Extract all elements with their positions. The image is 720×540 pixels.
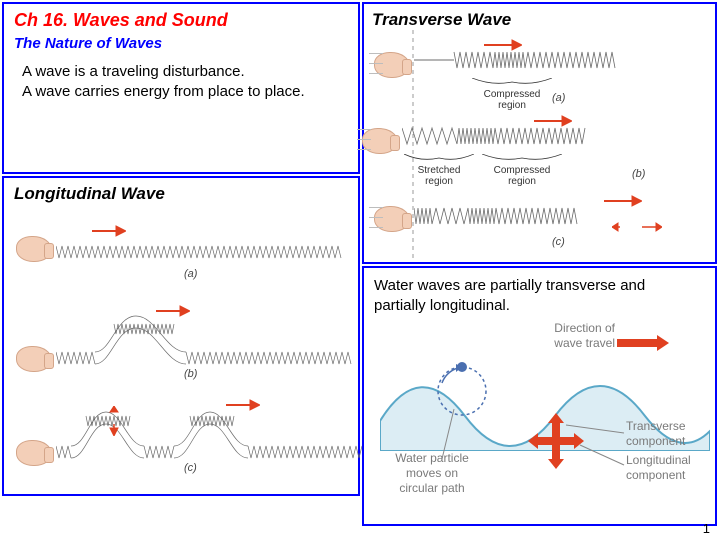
- spring-a: [414, 46, 714, 74]
- transverse-comp-label: Transverse component: [626, 419, 686, 449]
- spring-pulse-2: [56, 404, 376, 474]
- arrow-right-icon: [602, 194, 642, 208]
- compressed-label: Compressed region: [482, 165, 562, 187]
- compressed-label: Compressed region: [472, 89, 552, 111]
- stretched-label: Stretched region: [404, 165, 474, 187]
- arrow-right-icon: [532, 114, 572, 128]
- arrow-right-icon: [482, 38, 522, 52]
- panel-intro: Ch 16. Waves and Sound The Nature of Wav…: [2, 2, 360, 174]
- water-text: Water waves are partially transverse and…: [374, 276, 705, 317]
- brace-label: Stretched region: [404, 154, 474, 187]
- transverse-row-b: Stretched region Compressed region (b): [372, 114, 707, 190]
- longitudinal-title: Longitudinal Wave: [14, 184, 348, 204]
- direction-label: Direction of wave travel: [554, 321, 615, 351]
- arrow-direction-icon: [617, 335, 669, 351]
- panel-transverse: Transverse Wave Compressed region (a): [362, 2, 717, 264]
- transverse-title: Transverse Wave: [372, 10, 707, 30]
- sub-a: (a): [184, 268, 197, 280]
- hand-icon: [374, 52, 410, 78]
- hand-icon: [16, 236, 52, 262]
- particle-label: Water particle moves on circular path: [382, 451, 482, 496]
- arrows-updown-icon: [106, 406, 122, 436]
- sub-b: (b): [184, 368, 197, 380]
- arrow-right-icon: [90, 224, 126, 238]
- arrows-compression-icon: [612, 220, 662, 234]
- chapter-subtitle: The Nature of Waves: [14, 35, 348, 52]
- hand-icon: [16, 440, 52, 466]
- longitudinal-comp-label: Longitudinal component: [626, 453, 691, 483]
- sub-a: (a): [552, 92, 565, 104]
- sub-c: (c): [552, 236, 565, 248]
- arrow-right-icon: [224, 398, 260, 412]
- sub-c: (c): [184, 462, 197, 474]
- spring-c: [414, 202, 714, 230]
- spring-flat: [56, 236, 356, 266]
- particle-circle: [432, 361, 492, 421]
- arrow-right-icon: [154, 304, 190, 318]
- water-diagram: Direction of wave travel: [374, 321, 705, 491]
- component-arrows-icon: [528, 413, 584, 469]
- intro-line-1: A wave is a traveling disturbance.: [22, 62, 348, 82]
- panel-water: Water waves are partially transverse and…: [362, 266, 717, 526]
- hand-icon: [362, 128, 398, 154]
- chapter-title: Ch 16. Waves and Sound: [14, 10, 348, 31]
- long-row-c: (c): [14, 396, 348, 486]
- hand-icon: [374, 206, 410, 232]
- panel-longitudinal: Longitudinal Wave (a) (b): [2, 176, 360, 496]
- spring-pulse-1: [56, 310, 366, 380]
- long-row-b: (b): [14, 302, 348, 392]
- sub-b: (b): [632, 168, 645, 180]
- page-number: 1: [703, 521, 710, 536]
- brace-label: Compressed region: [482, 154, 562, 187]
- transverse-row-c: (c): [372, 194, 707, 254]
- long-row-a: (a): [14, 218, 348, 298]
- brace-label: Compressed region: [472, 78, 552, 111]
- hand-icon: [16, 346, 52, 372]
- transverse-row-a: Compressed region (a): [372, 38, 707, 110]
- intro-line-2: A wave carries energy from place to plac…: [22, 82, 348, 102]
